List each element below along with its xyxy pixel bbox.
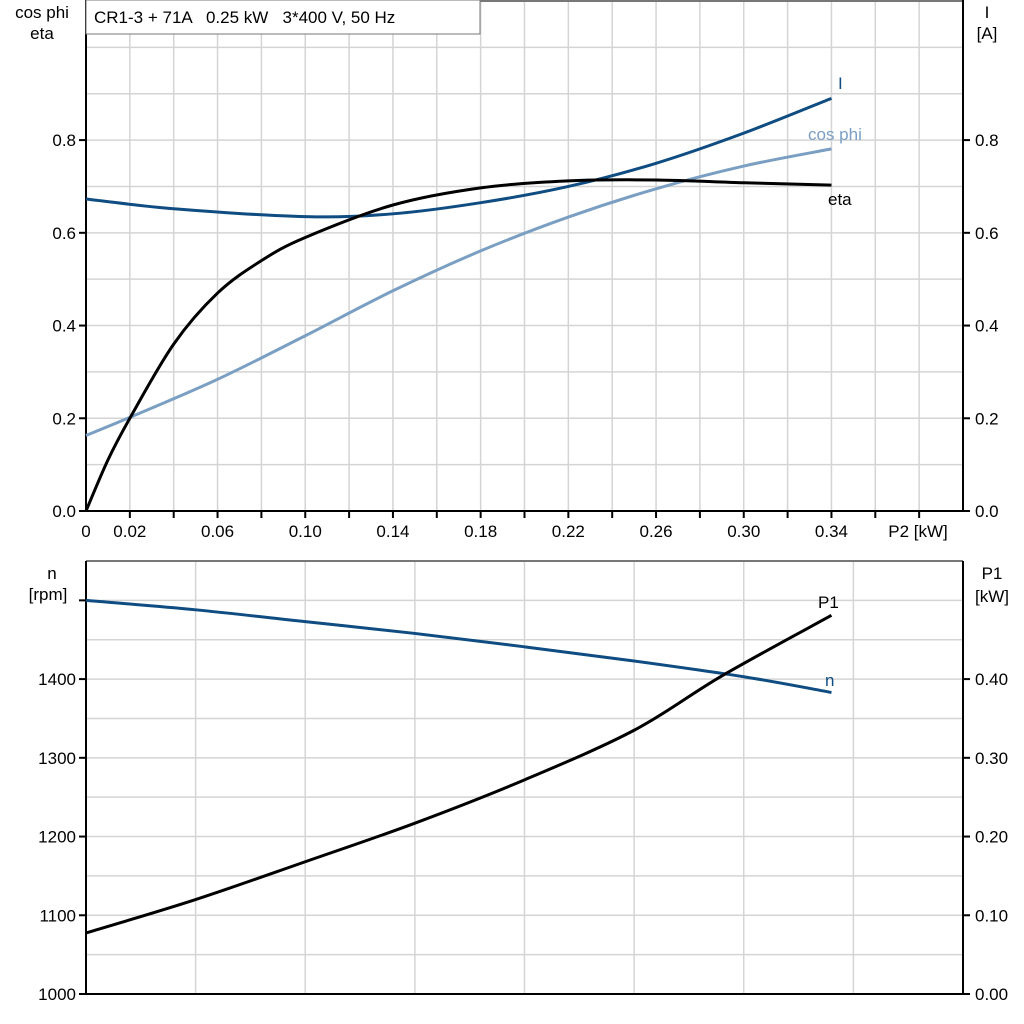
bottom-right-y-tick-label: 0.20 — [975, 828, 1008, 847]
left-y-tick-label: 0.6 — [52, 224, 76, 243]
axis-ticks: 0 0.02 0.06 0.10 0.14 0.18 0.22 0.26 0.30 0.34 0.0… — [38, 131, 1008, 1004]
bottom-right-axis-unit: [kW] — [975, 587, 1009, 606]
bottom-left-y-tick-label: 1200 — [38, 828, 76, 847]
bottom-left-axis-label-n: n — [47, 564, 56, 583]
bottom-left-axis-unit: [rpm] — [29, 585, 68, 604]
x-tick-label: 0.26 — [640, 522, 673, 541]
bottom-left-y-tick-label: 1400 — [38, 670, 76, 689]
right-y-tick-label: 0.6 — [975, 224, 999, 243]
x-tick-label: 0.30 — [727, 522, 760, 541]
x-tick-label: 0.18 — [464, 522, 497, 541]
series-label-i: I — [838, 74, 843, 93]
left-y-tick-label: 0.8 — [52, 131, 76, 150]
left-y-tick-label: 0.4 — [52, 317, 76, 336]
x-tick-label: 0.14 — [376, 522, 409, 541]
right-y-tick-label: 0.4 — [975, 317, 999, 336]
bottom-right-axis-label-p1: P1 — [982, 564, 1003, 583]
bottom-right-y-tick-label: 0.30 — [975, 749, 1008, 768]
x-axis-label: P2 [kW] — [888, 522, 948, 541]
top-right-axis-label-i: I — [985, 3, 990, 22]
right-y-tick-label: 0.2 — [975, 409, 999, 428]
series-label-cosphi: cos phi — [808, 125, 862, 144]
left-y-tick-label: 0.2 — [52, 409, 76, 428]
bottom-chart-grid — [86, 561, 963, 994]
top-left-axis-label-eta: eta — [30, 24, 54, 43]
curve-eta — [84, 178, 832, 512]
bottom-right-y-tick-label: 0.00 — [975, 985, 1008, 1004]
top-right-axis-unit: [A] — [977, 24, 998, 43]
chart-title: CR1-3 + 71A 0.25 kW 3*400 V, 50 Hz — [94, 8, 395, 27]
x-tick-label: 0.22 — [552, 522, 585, 541]
top-chart-grid — [86, 1, 963, 511]
right-y-tick-label: 0.8 — [975, 131, 999, 150]
bottom-left-y-tick-label: 1300 — [38, 749, 76, 768]
x-tick-label: 0.02 — [113, 522, 146, 541]
curve-cos-phi — [85, 147, 832, 437]
curves — [84, 96, 833, 935]
bottom-left-y-tick-label: 1000 — [38, 985, 76, 1004]
x-tick-label: 0.10 — [289, 522, 322, 541]
series-label-n: n — [825, 671, 834, 690]
bottom-right-y-tick-label: 0.40 — [975, 670, 1008, 689]
left-y-tick-label: 0.0 — [52, 502, 76, 521]
x-tick-label: 0.06 — [201, 522, 234, 541]
series-label-p1: P1 — [818, 593, 839, 612]
bottom-left-y-tick-label: 1100 — [39, 906, 76, 925]
top-left-axis-label-cosphi: cos phi — [15, 3, 69, 22]
title-box — [85, 0, 481, 35]
curve-P1 — [85, 614, 833, 935]
series-label-eta: eta — [828, 190, 852, 209]
right-y-tick-label: 0.0 — [975, 502, 999, 521]
bottom-right-y-tick-label: 0.10 — [975, 906, 1008, 925]
curve-I — [85, 96, 833, 219]
x-tick-label: 0.34 — [815, 522, 848, 541]
x-tick-label: 0 — [81, 522, 90, 541]
